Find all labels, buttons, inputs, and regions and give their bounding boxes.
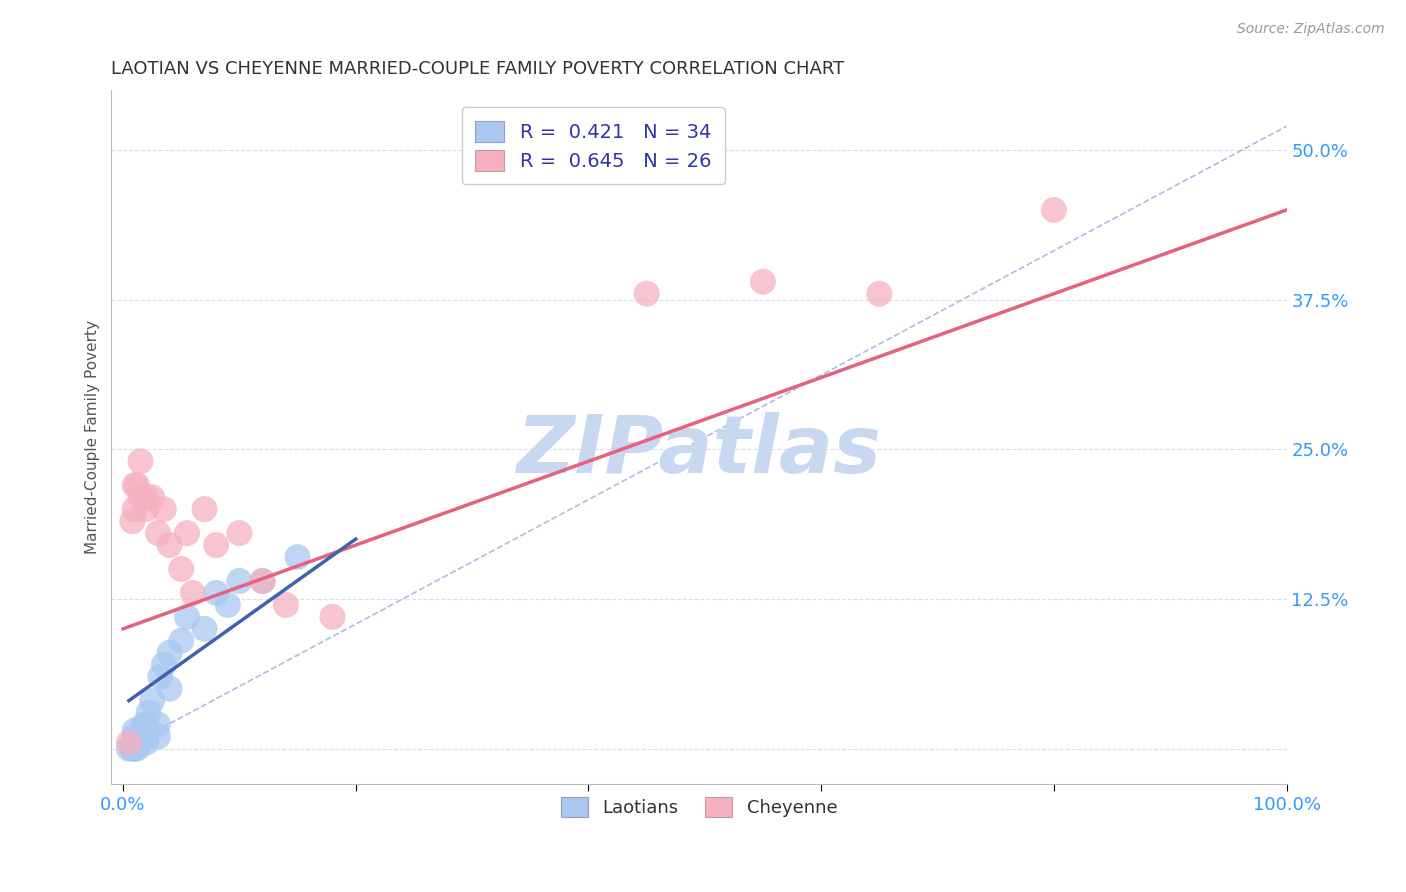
Point [118, 735, 141, 749]
Point [125, 478, 148, 492]
Point [121, 741, 143, 756]
Point [193, 622, 215, 636]
Point [124, 730, 146, 744]
Point [129, 454, 152, 468]
Point [170, 633, 193, 648]
Point [141, 693, 163, 707]
Point [146, 526, 169, 541]
Point [287, 549, 309, 564]
Point [252, 574, 274, 588]
Text: ZIPatlas: ZIPatlas [516, 412, 882, 491]
Point [135, 730, 157, 744]
Point [125, 735, 148, 749]
Point [120, 739, 142, 753]
Point [118, 741, 141, 756]
Point [170, 562, 193, 576]
Point [159, 646, 181, 660]
Text: LAOTIAN VS CHEYENNE MARRIED-COUPLE FAMILY POVERTY CORRELATION CHART: LAOTIAN VS CHEYENNE MARRIED-COUPLE FAMIL… [111, 60, 845, 78]
Point [152, 502, 174, 516]
Point [129, 730, 152, 744]
Point [205, 586, 228, 600]
Point [135, 502, 157, 516]
Point [124, 735, 146, 749]
Point [132, 717, 155, 731]
Point [193, 502, 215, 516]
Point [122, 741, 145, 756]
Point [125, 741, 148, 756]
Point [152, 657, 174, 672]
Point [228, 526, 250, 541]
Point [159, 538, 181, 552]
Point [159, 681, 181, 696]
Point [146, 730, 169, 744]
Point [181, 586, 204, 600]
Point [228, 574, 250, 588]
Point [176, 526, 198, 541]
Point [1043, 202, 1066, 217]
Point [124, 502, 146, 516]
Point [138, 706, 160, 720]
Point [135, 490, 157, 504]
Point [146, 717, 169, 731]
Point [121, 514, 143, 528]
Point [129, 735, 152, 749]
Point [868, 286, 890, 301]
Y-axis label: Married-Couple Family Poverty: Married-Couple Family Poverty [86, 320, 100, 554]
Point [752, 275, 775, 289]
Point [124, 723, 146, 738]
Point [124, 741, 146, 756]
Point [252, 574, 274, 588]
Point [205, 538, 228, 552]
Point [135, 735, 157, 749]
Point [124, 478, 146, 492]
Point [129, 490, 152, 504]
Point [124, 731, 146, 746]
Point [176, 610, 198, 624]
Point [149, 670, 172, 684]
Point [135, 717, 157, 731]
Point [274, 598, 297, 612]
Point [217, 598, 239, 612]
Point [636, 286, 658, 301]
Point [124, 739, 146, 753]
Text: Source: ZipAtlas.com: Source: ZipAtlas.com [1237, 22, 1385, 37]
Point [321, 610, 343, 624]
Point [141, 490, 163, 504]
Legend: Laotians, Cheyenne: Laotians, Cheyenne [554, 789, 845, 824]
